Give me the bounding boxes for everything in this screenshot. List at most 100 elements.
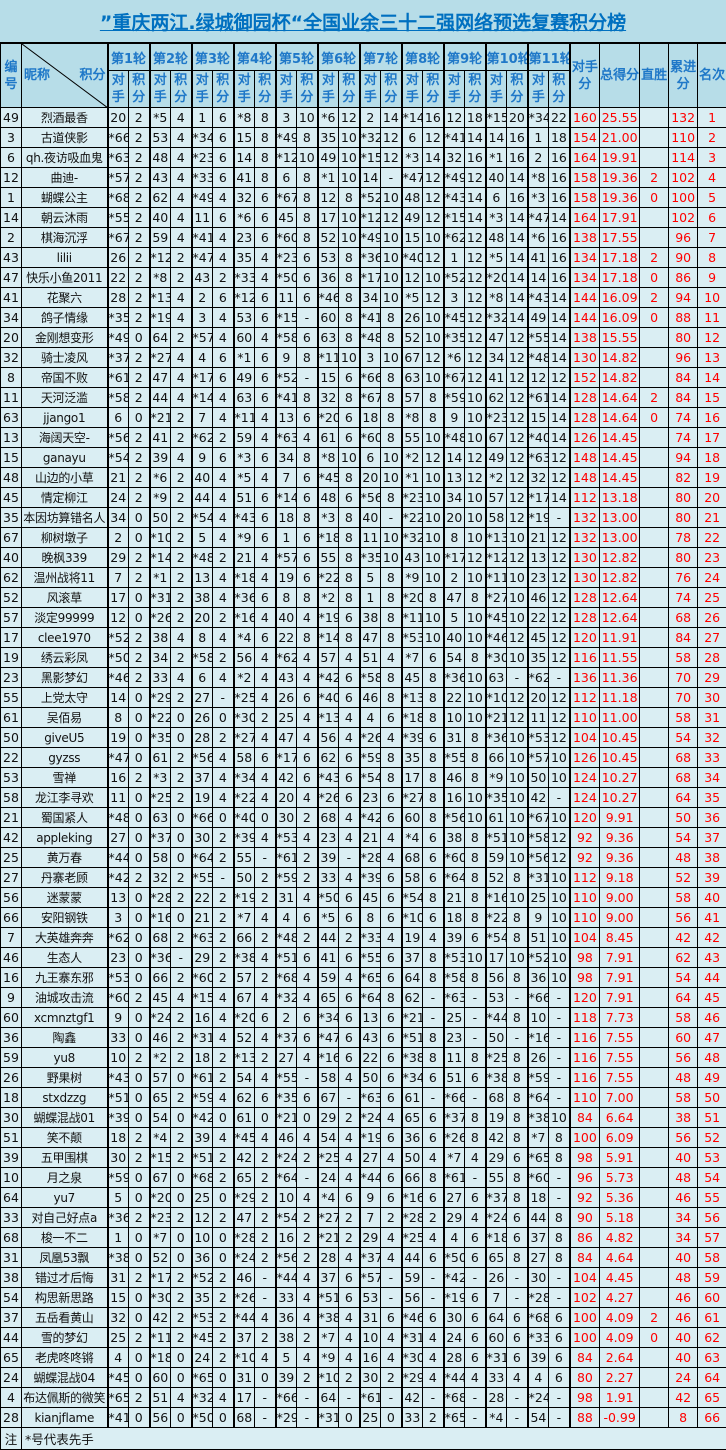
player-name: 月之泉 xyxy=(21,1167,108,1188)
rank: 59 xyxy=(697,1267,726,1288)
total-score: 14.82 xyxy=(599,367,641,388)
opp-points-header: 对手分 xyxy=(568,43,601,108)
round-11-score: 12 xyxy=(548,587,571,608)
round-10-opponent: *23 xyxy=(484,407,508,428)
round-5-score: 4 xyxy=(296,727,319,748)
round-7-opponent: *28 xyxy=(358,847,382,868)
player-name: 雪的梦幻 xyxy=(21,1327,108,1348)
round-2-score: 2 xyxy=(170,487,193,508)
round-11-opponent: *34 xyxy=(526,107,550,128)
round-8-opponent: 17 xyxy=(400,767,424,788)
round-4-opponent: *19 xyxy=(232,887,256,908)
cumulative-score: 70 xyxy=(668,687,699,708)
round-3-opponent: 24 xyxy=(190,1347,214,1368)
round-2-opponent: 65 xyxy=(148,1087,172,1108)
round-3-opponent: 21 xyxy=(190,907,214,928)
round-8-score: 6 xyxy=(422,727,445,748)
round-2-score: 4 xyxy=(170,387,193,408)
round-11-opponent: 9 xyxy=(526,907,550,928)
round-4-opponent: *3 xyxy=(232,447,256,468)
round-3-opponent: 9 xyxy=(190,447,214,468)
table-row: 20 金刚想变形 *49 0 64 2 *57 4 60 4 *58 6 63 8 *48 8 52 10 *35 1… xyxy=(0,327,726,348)
round-9-score: 14 xyxy=(464,127,487,148)
round-4-score: 4 xyxy=(254,407,277,428)
round-4-score: 2 xyxy=(254,1207,277,1228)
rank: 30 xyxy=(697,687,726,708)
direct-wins xyxy=(639,1107,670,1128)
round-2-score: 4 xyxy=(170,107,193,128)
total-score: 12.82 xyxy=(599,547,641,568)
round-3-opponent: 37 xyxy=(190,767,214,788)
round-1-opponent: 34 xyxy=(106,507,129,528)
score-subheader: 积分 xyxy=(338,70,361,108)
round-3-opponent: *23 xyxy=(190,147,214,168)
round-7-score: 8 xyxy=(380,607,403,628)
cumulative-score: 8 xyxy=(668,1407,699,1428)
round-11-opponent: 1 xyxy=(526,127,550,148)
round-9-score: 10 xyxy=(464,487,487,508)
round-10-score: 6 xyxy=(506,1227,529,1248)
round-9-opponent: *53 xyxy=(442,947,466,968)
round-11-score: 16 xyxy=(548,247,571,268)
opponent-points: 100 xyxy=(568,1327,601,1348)
total-score: 12.64 xyxy=(599,607,641,628)
round-4-opponent: 62 xyxy=(232,1087,256,1108)
round-7-score: 8 xyxy=(380,627,403,648)
round-10-opponent: *3 xyxy=(484,207,508,228)
round-4-score: 8 xyxy=(254,107,277,128)
player-name: appleking xyxy=(21,827,108,848)
opponent-points: 120 xyxy=(568,987,601,1008)
round-5-score: 4 xyxy=(296,707,319,728)
rank: 33 xyxy=(697,747,726,768)
player-name: 海阔天空- xyxy=(21,427,108,448)
round-1-opponent: 7 xyxy=(106,567,129,588)
round-5-opponent: 34 xyxy=(274,447,298,468)
round-6-score: 8 xyxy=(338,247,361,268)
player-id: 62 xyxy=(0,567,22,588)
round-3-score: 4 xyxy=(212,667,235,688)
round-9-opponent: *63 xyxy=(442,987,466,1008)
round-8-score: 12 xyxy=(422,247,445,268)
round-11-score: 6 xyxy=(548,1327,571,1348)
rank: 54 xyxy=(697,1167,726,1188)
round-8-opponent: 12 xyxy=(400,267,424,288)
round-10-opponent: *37 xyxy=(484,1187,508,1208)
round-5-score: 6 xyxy=(296,947,319,968)
round-6-opponent: 65 xyxy=(316,987,340,1008)
table-row: 27 丹寨老顾 *42 2 32 2 *55-50 2 *59 2 33 4 *39 6 58 6 *64 8 52… xyxy=(0,867,726,888)
round-11-opponent: 44 xyxy=(526,1207,550,1228)
round-7-opponent: 27 xyxy=(358,1147,382,1168)
round-3-score: 2 xyxy=(212,887,235,908)
total-score: 14.45 xyxy=(599,427,641,448)
round-8-opponent: 63 xyxy=(400,367,424,388)
round-9-opponent: *60 xyxy=(442,847,466,868)
round-8-opponent: *22 xyxy=(400,507,424,528)
round-8-score: 8 xyxy=(422,807,445,828)
round-10-opponent: *24 xyxy=(484,1207,508,1228)
round-1-opponent: 33 xyxy=(106,1027,129,1048)
round-10-score: 10 xyxy=(506,527,529,548)
round-1-opponent: *55 xyxy=(106,207,129,228)
direct-wins xyxy=(639,507,670,528)
round-7-score: 6 xyxy=(380,867,403,888)
round-2-score: 2 xyxy=(170,407,193,428)
round-8-score: 12 xyxy=(422,187,445,208)
round-2-score: 2 xyxy=(170,1087,193,1108)
round-5-opponent: 33 xyxy=(274,1287,298,1308)
round-4-opponent: 17 xyxy=(232,1387,256,1408)
round-9-score: - xyxy=(464,1167,487,1188)
round-5-opponent: 27 xyxy=(274,1047,298,1068)
round-5-opponent: 42 xyxy=(274,767,298,788)
opponent-points: 152 xyxy=(568,367,601,388)
round-2-opponent: 68 xyxy=(148,927,172,948)
round-2-score: 4 xyxy=(170,987,193,1008)
round-1-score: 0 xyxy=(127,927,151,948)
round-10-opponent: 55 xyxy=(484,1167,508,1188)
round-3-opponent: 3 xyxy=(190,307,214,328)
cumulative-score: 58 xyxy=(668,1087,699,1108)
player-name: 野果树 xyxy=(21,1067,108,1088)
round-10-opponent: 66 xyxy=(484,747,508,768)
round-1-opponent: *65 xyxy=(106,1387,129,1408)
round-6-opponent: *21 xyxy=(316,1227,340,1248)
table-row: 11 天河泛滥 *58 2 44 4 *14 4 63 6 *41 8 32 8 *67 8 57 8 *59 10 6… xyxy=(0,387,726,408)
